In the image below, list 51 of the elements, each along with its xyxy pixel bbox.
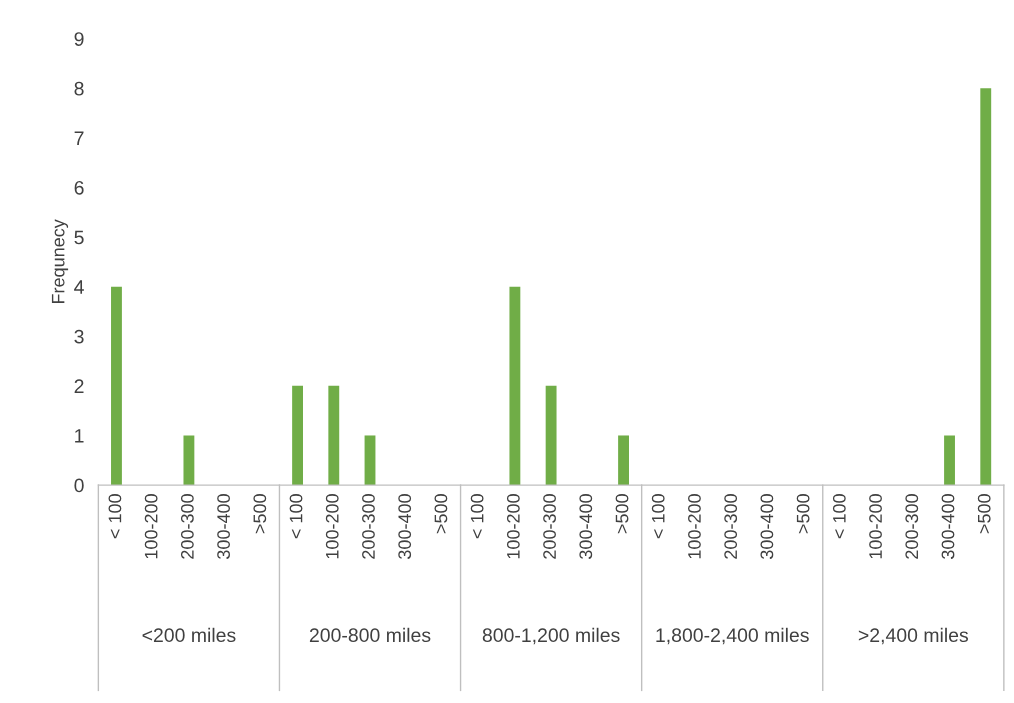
x-tick-label: < 100: [289, 494, 303, 539]
text: 1,800-2,400 miles: [656, 627, 809, 645]
x-tick-label: < 100: [470, 494, 484, 539]
x-tick-label: >500: [434, 494, 448, 534]
x-tick-label: 100-200: [325, 494, 339, 559]
x-tick-label: 300-400: [941, 494, 955, 559]
y-tick-label: 6: [74, 180, 84, 195]
x-tick-label: >500: [796, 494, 810, 534]
y-tick-label: 4: [74, 280, 84, 294]
x-tick-label: 100-200: [144, 494, 158, 559]
x-tick-label: >500: [615, 494, 629, 534]
text: <200 miles: [142, 627, 236, 643]
x-tick-label: < 100: [832, 494, 846, 539]
bar: [364, 435, 376, 486]
x-tick-label: 100-200: [688, 494, 701, 559]
x-tick-label: 200-300: [724, 494, 738, 559]
y-tick-label: 1: [75, 429, 84, 443]
x-tick-label: 200-300: [543, 494, 556, 559]
y-tick-label: 3: [74, 329, 84, 344]
y-tick-label: 9: [74, 32, 84, 46]
bar: [183, 435, 195, 486]
bar: [618, 435, 629, 486]
text: >2,400 miles: [858, 627, 969, 645]
y-tick-label: 8: [74, 81, 84, 96]
x-tick-label: 200-300: [180, 494, 194, 559]
y-tick-label: 5: [74, 230, 84, 245]
text: 800-1,200 miles: [482, 627, 620, 645]
y-tick-label: 2: [74, 379, 84, 393]
text: 200-800 miles: [309, 627, 431, 643]
bar: [292, 385, 303, 486]
bar: [111, 286, 122, 486]
bar: [328, 385, 340, 486]
x-tick-label: >500: [977, 494, 991, 534]
y-tick-label: 0: [74, 478, 84, 493]
x-tick-label: 200-300: [362, 494, 375, 559]
x-tick-label: >500: [253, 494, 267, 534]
x-tick-label: 300-400: [579, 494, 593, 559]
x-tick-label: < 100: [651, 494, 665, 539]
bar: [980, 88, 992, 486]
y-axis-title: Frequnecy: [51, 219, 69, 304]
x-tick-label: 100-200: [506, 494, 520, 559]
x-tick-label: 200-300: [905, 494, 919, 559]
bar: [509, 286, 521, 486]
x-tick-label: 300-400: [398, 494, 412, 559]
y-tick-label: 7: [74, 131, 84, 145]
x-tick-label: 100-200: [869, 494, 882, 559]
x-tick-label: 300-400: [760, 494, 774, 559]
bar: [545, 385, 557, 486]
bar: [944, 435, 955, 486]
x-tick-label: < 100: [108, 494, 122, 539]
x-tick-label: 300-400: [217, 494, 230, 559]
